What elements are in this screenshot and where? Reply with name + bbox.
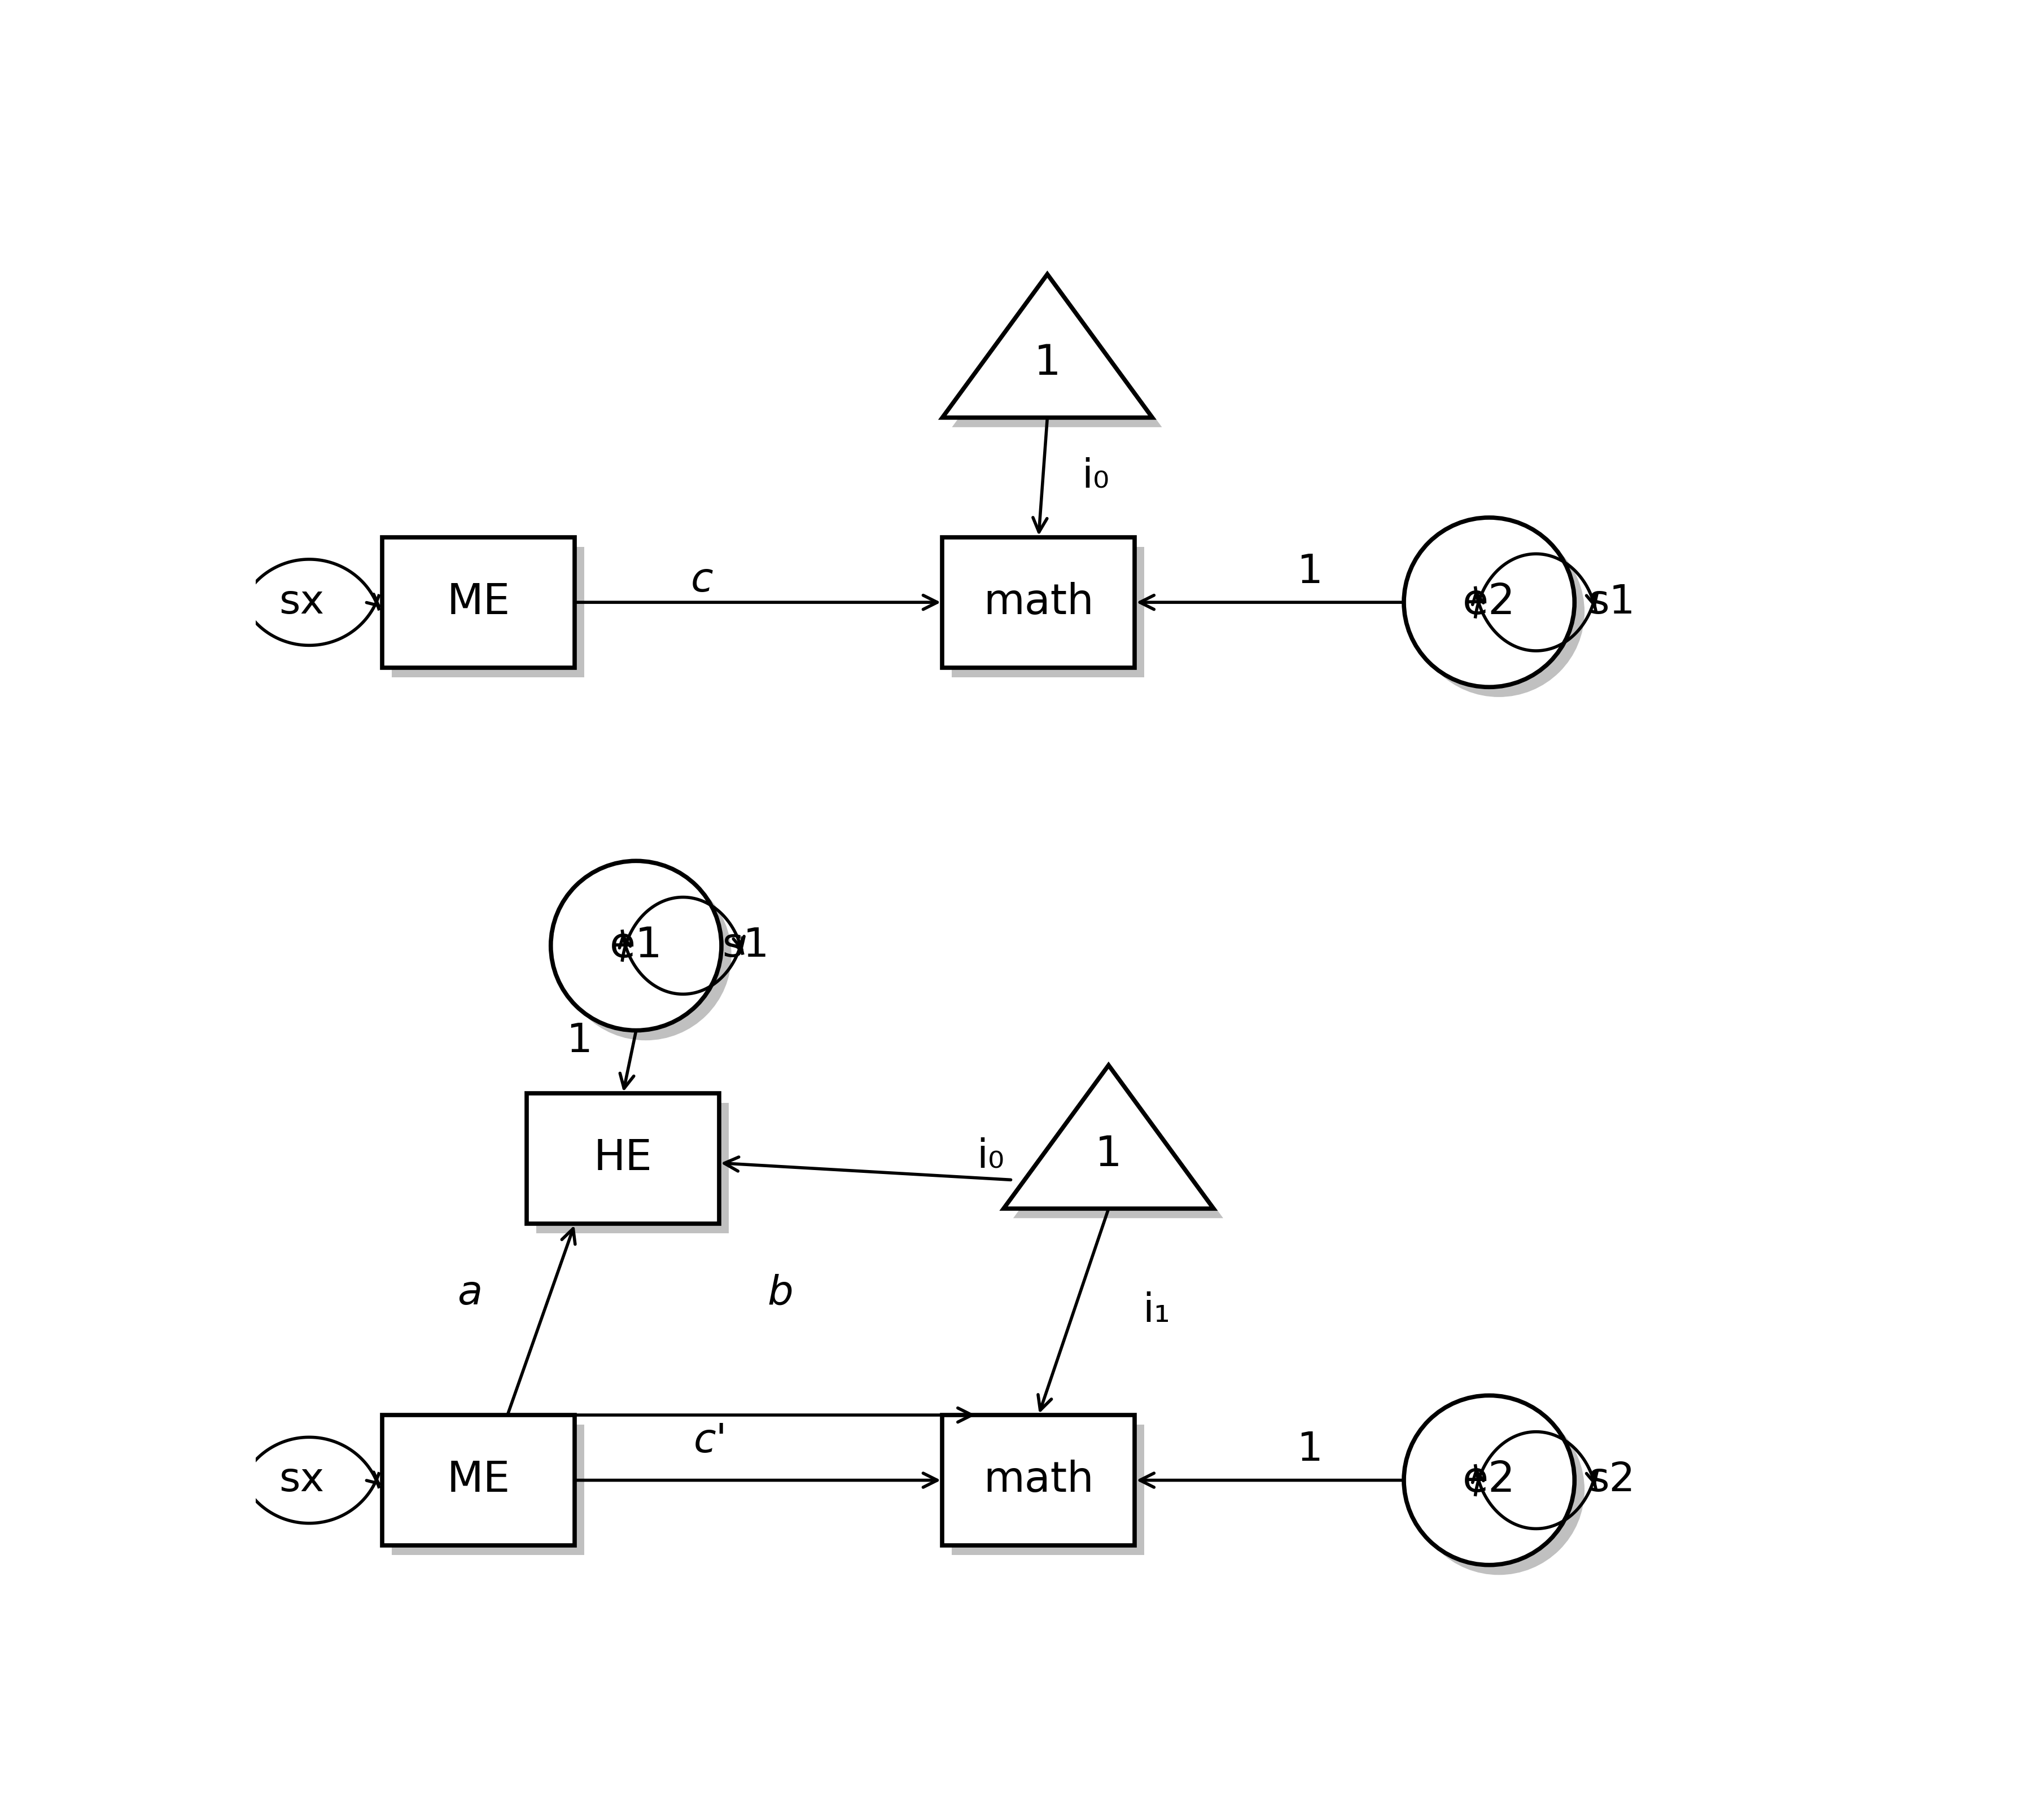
Text: e2: e2 bbox=[1464, 582, 1517, 623]
Text: b: b bbox=[769, 1273, 793, 1313]
Text: math: math bbox=[983, 1460, 1094, 1501]
Text: s1: s1 bbox=[722, 927, 769, 964]
Text: a: a bbox=[458, 1273, 482, 1313]
Text: s2: s2 bbox=[1588, 1460, 1635, 1500]
Text: 1: 1 bbox=[1034, 343, 1061, 384]
FancyBboxPatch shape bbox=[392, 546, 585, 677]
Circle shape bbox=[550, 860, 722, 1031]
Polygon shape bbox=[1014, 1074, 1222, 1218]
Text: sx: sx bbox=[278, 584, 325, 621]
Circle shape bbox=[1404, 517, 1574, 688]
Text: math: math bbox=[983, 582, 1094, 623]
Text: ME: ME bbox=[448, 1460, 511, 1501]
Text: 1: 1 bbox=[566, 1022, 593, 1061]
Text: i₀: i₀ bbox=[977, 1137, 1004, 1176]
Polygon shape bbox=[942, 275, 1153, 418]
FancyBboxPatch shape bbox=[942, 1415, 1134, 1545]
FancyBboxPatch shape bbox=[942, 537, 1134, 668]
Circle shape bbox=[1404, 1395, 1574, 1564]
FancyBboxPatch shape bbox=[953, 1424, 1145, 1555]
Text: 1: 1 bbox=[1296, 1430, 1322, 1469]
Text: 1: 1 bbox=[1096, 1133, 1122, 1175]
Text: HE: HE bbox=[593, 1139, 652, 1180]
FancyBboxPatch shape bbox=[382, 1415, 574, 1545]
Text: ME: ME bbox=[448, 582, 511, 623]
Circle shape bbox=[1414, 528, 1584, 697]
Text: i₁: i₁ bbox=[1143, 1291, 1171, 1331]
Text: 1: 1 bbox=[1296, 553, 1322, 591]
FancyBboxPatch shape bbox=[953, 546, 1145, 677]
Text: s1: s1 bbox=[1588, 584, 1635, 621]
Text: i₀: i₀ bbox=[1081, 456, 1110, 496]
FancyBboxPatch shape bbox=[392, 1424, 585, 1555]
FancyBboxPatch shape bbox=[382, 537, 574, 668]
Text: sx: sx bbox=[278, 1460, 325, 1500]
Circle shape bbox=[1414, 1404, 1584, 1575]
Text: e1: e1 bbox=[609, 925, 662, 966]
Text: c': c' bbox=[693, 1422, 728, 1460]
Circle shape bbox=[560, 871, 732, 1040]
FancyBboxPatch shape bbox=[536, 1103, 730, 1234]
FancyBboxPatch shape bbox=[527, 1094, 719, 1223]
Text: c: c bbox=[691, 560, 713, 600]
Text: e2: e2 bbox=[1464, 1460, 1517, 1501]
Polygon shape bbox=[1004, 1065, 1214, 1209]
Polygon shape bbox=[953, 284, 1161, 427]
